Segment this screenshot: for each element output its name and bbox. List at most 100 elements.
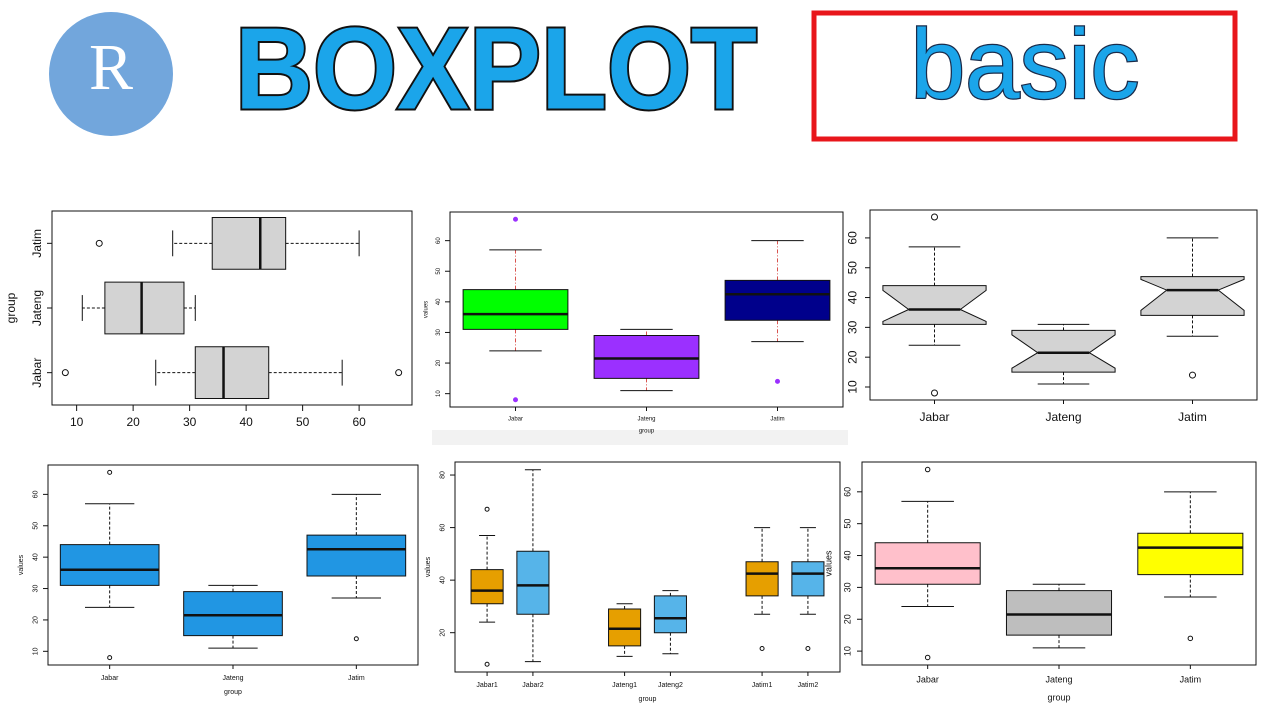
x-tick-label: Jabar <box>101 675 119 682</box>
y-tick-label: 60 <box>440 524 447 532</box>
outlier <box>484 506 490 512</box>
outlier <box>95 239 103 247</box>
box <box>1005 590 1113 636</box>
x-axis-label: group <box>639 429 655 435</box>
box <box>194 346 270 400</box>
x-tick-label: Jabar <box>916 674 939 684</box>
y-tick-label: 40 <box>845 291 859 305</box>
outlier <box>775 378 780 384</box>
y-tick-label: 50 <box>33 522 40 530</box>
x-tick-label: 60 <box>352 415 366 429</box>
outlier <box>759 645 765 651</box>
y-axis-label: values <box>425 556 432 577</box>
y-tick-label: 10 <box>436 390 442 397</box>
outlier <box>805 645 811 651</box>
outlier <box>1189 371 1196 379</box>
y-tick-label: 40 <box>440 576 447 584</box>
y-tick-label: 10 <box>33 647 40 655</box>
box <box>745 561 779 597</box>
y-tick-label: 30 <box>842 582 852 592</box>
y-tick-label: 40 <box>436 298 442 305</box>
y-axis-label: values <box>823 550 833 577</box>
y-tick-label: 60 <box>842 487 852 497</box>
box <box>462 289 569 330</box>
y-tick-label: 10 <box>842 646 852 656</box>
r-logo-text: R <box>89 31 133 104</box>
box <box>608 608 642 647</box>
outlier <box>931 389 938 397</box>
x-tick-label: 40 <box>239 415 253 429</box>
x-tick-label: 20 <box>126 415 140 429</box>
x-tick-label: Jabar <box>508 417 523 423</box>
y-tick-label: Jateng <box>30 290 44 326</box>
x-axis-label: group <box>639 696 657 703</box>
outlier <box>924 654 931 661</box>
x-tick-label: Jatim1 <box>752 682 773 689</box>
outlier <box>924 466 931 473</box>
r-logo <box>49 12 173 136</box>
x-tick-label: Jatim2 <box>798 682 819 689</box>
y-tick-label: 40 <box>842 551 852 561</box>
y-axis-label: values <box>18 554 25 575</box>
x-tick-label: 30 <box>183 415 197 429</box>
x-tick-label: 10 <box>70 415 84 429</box>
box <box>1140 276 1245 316</box>
box <box>724 279 831 321</box>
box <box>882 285 987 325</box>
plot-frame <box>454 461 841 673</box>
y-tick-label: 20 <box>842 614 852 624</box>
box <box>653 595 687 634</box>
outlier <box>1187 635 1194 642</box>
y-tick-label: 60 <box>436 237 442 244</box>
title: BOXPLOT <box>235 4 757 134</box>
box <box>791 561 825 597</box>
y-tick-label: 80 <box>440 471 447 479</box>
x-axis-label: group <box>224 689 242 696</box>
x-tick-label: 50 <box>296 415 310 429</box>
y-tick-label: 20 <box>33 616 40 624</box>
outlier <box>107 469 113 475</box>
outlier <box>395 369 403 377</box>
tag-box <box>811 10 1238 142</box>
box <box>470 569 504 605</box>
x-tick-label: Jabar <box>919 410 949 424</box>
x-tick-label: Jateng2 <box>658 682 683 689</box>
outlier <box>513 216 518 222</box>
outlier <box>353 636 359 642</box>
x-tick-label: Jatim <box>348 675 365 682</box>
y-tick-label: 20 <box>436 359 442 366</box>
outlier <box>513 397 518 403</box>
box <box>183 591 283 637</box>
y-tick-label: 30 <box>33 585 40 593</box>
outlier <box>107 655 113 661</box>
box <box>59 544 160 586</box>
outlier <box>931 213 938 221</box>
box <box>211 216 287 270</box>
y-axis-label: values <box>424 301 430 318</box>
x-tick-label: Jateng <box>1045 410 1081 424</box>
box <box>1011 329 1116 373</box>
y-tick-label: 20 <box>845 350 859 364</box>
x-tick-label: Jabar2 <box>522 682 544 689</box>
y-tick-label: 60 <box>845 231 859 245</box>
y-tick-label: Jabar <box>30 358 44 388</box>
x-tick-label: Jatim <box>770 417 784 423</box>
x-tick-label: Jateng <box>637 417 655 423</box>
y-tick-label: 40 <box>33 553 40 561</box>
x-axis-label: group <box>1047 692 1070 702</box>
outlier <box>61 369 69 377</box>
tag: basic <box>911 9 1140 119</box>
outlier <box>484 661 490 667</box>
y-tick-label: 60 <box>33 490 40 498</box>
y-tick-label: 50 <box>845 261 859 275</box>
y-tick-label: 50 <box>436 267 442 274</box>
x-tick-label: Jateng <box>222 675 243 682</box>
box <box>104 281 185 335</box>
y-tick-label: 20 <box>440 629 447 637</box>
x-tick-label: Jabar1 <box>476 682 498 689</box>
box <box>593 335 700 379</box>
y-tick-label: 50 <box>842 519 852 529</box>
y-tick-label: 30 <box>845 320 859 334</box>
box <box>306 534 407 577</box>
